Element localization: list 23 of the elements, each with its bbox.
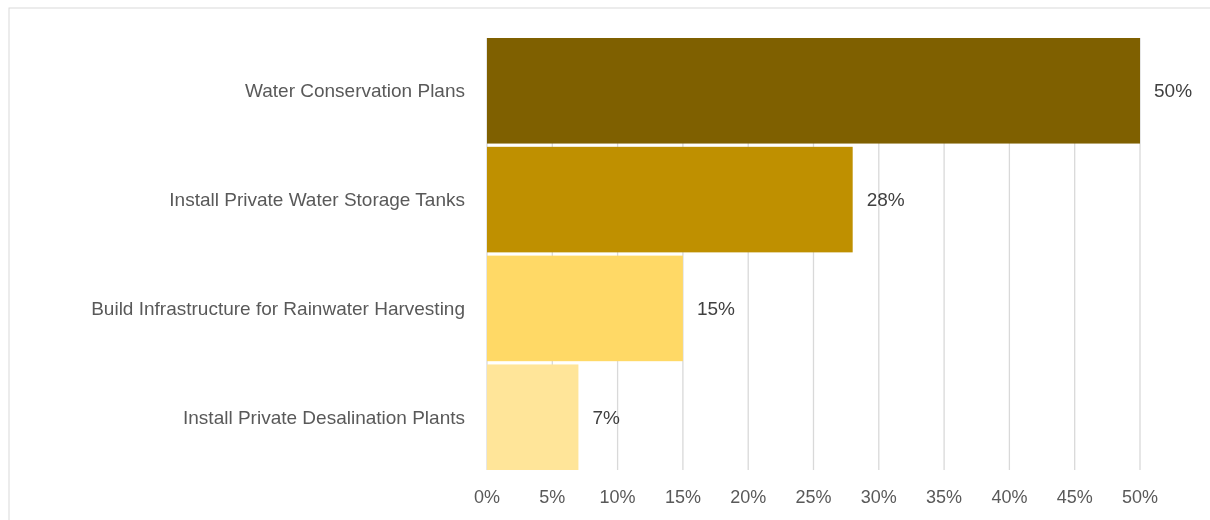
- x-tick-label: 40%: [991, 487, 1028, 508]
- data-label: 7%: [592, 406, 620, 428]
- x-tick-label: 20%: [730, 487, 767, 508]
- x-tick-label: 30%: [860, 487, 897, 508]
- x-tick-label: 0%: [473, 487, 501, 508]
- y-tick-label: Water Conservation Plans: [244, 80, 465, 102]
- bar: [487, 38, 1140, 144]
- bar: [487, 364, 579, 470]
- x-tick-label: 50%: [1121, 487, 1159, 508]
- x-tick-label: 10%: [599, 487, 636, 508]
- x-tick-label: 15%: [664, 487, 701, 508]
- data-label: 28%: [866, 189, 905, 211]
- data-label: 15%: [696, 298, 736, 320]
- y-tick-label: Install Private Desalination Plants: [183, 406, 465, 428]
- bar: [487, 255, 683, 362]
- bar: [487, 146, 853, 253]
- y-tick-label: Build Infrastructure for Rainwater Harvesting: [91, 298, 465, 320]
- data-label: 50%: [1154, 80, 1193, 102]
- y-tick-label: Install Private Water Storage Tanks: [169, 189, 465, 211]
- x-tick-label: 35%: [926, 487, 963, 508]
- x-tick-label: 25%: [795, 487, 832, 508]
- x-tick-label: 45%: [1056, 487, 1093, 508]
- x-tick-label: 5%: [539, 487, 566, 508]
